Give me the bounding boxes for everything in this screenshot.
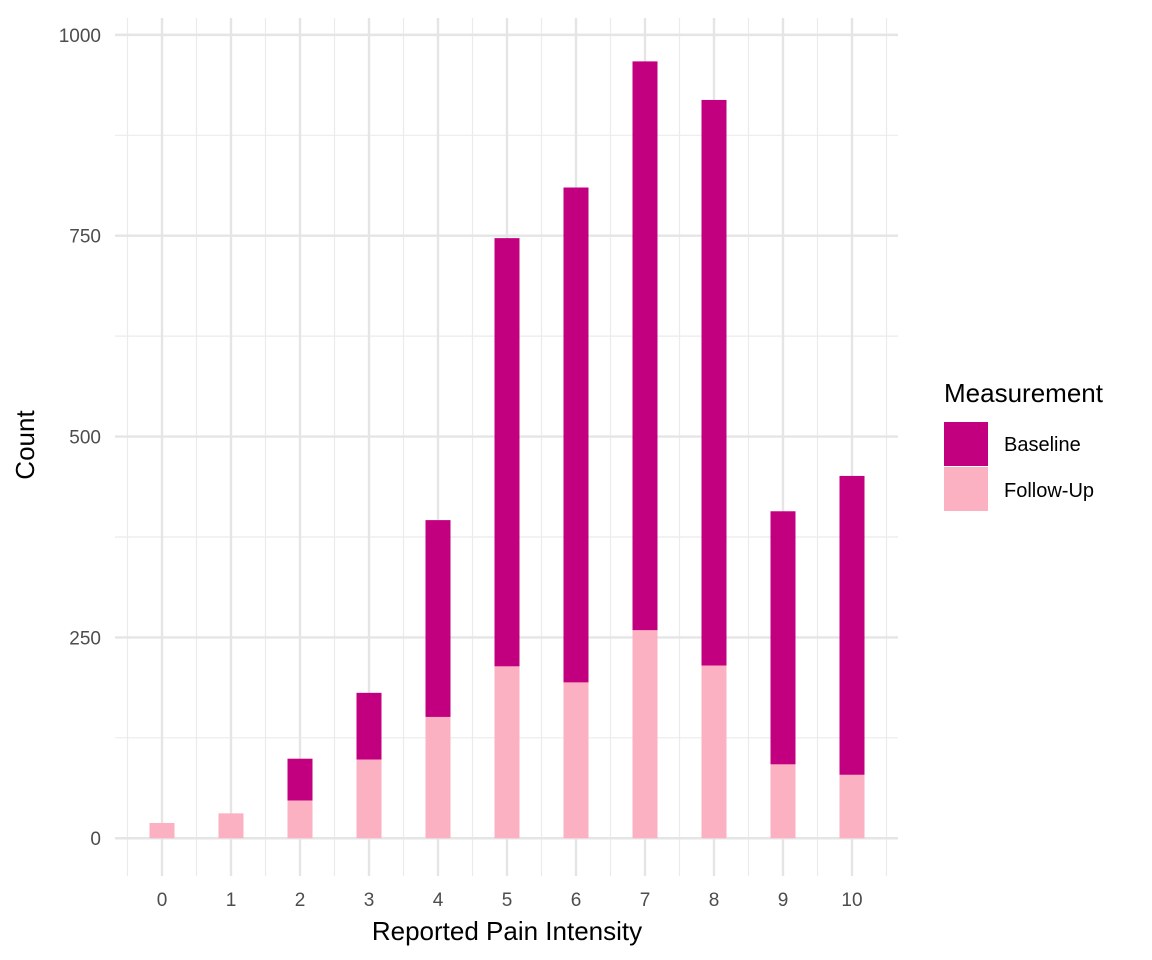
x-axis-title: Reported Pain Intensity: [372, 916, 642, 946]
bar-baseline-10: [839, 475, 865, 775]
bar-follow-up-3: [356, 759, 382, 839]
bar-follow-up-9: [770, 764, 796, 839]
legend-title: Measurement: [944, 378, 1104, 408]
bar-follow-up-10: [839, 774, 865, 839]
bar-follow-up-1: [218, 813, 244, 839]
y-tick-label: 500: [69, 428, 101, 449]
x-tick-label: 5: [502, 890, 513, 911]
x-tick-label: 0: [157, 890, 168, 911]
bar-follow-up-0: [149, 822, 175, 839]
bar-baseline-2: [287, 758, 313, 801]
bar-baseline-4: [425, 520, 451, 717]
bar-baseline-3: [356, 692, 382, 760]
legend-swatch-baseline: [944, 422, 988, 466]
bar-follow-up-2: [287, 800, 313, 839]
y-tick-label: 750: [69, 227, 101, 248]
x-tick-label: 6: [571, 890, 582, 911]
bar-follow-up-8: [701, 665, 727, 839]
bar-follow-up-5: [494, 666, 520, 839]
bar-follow-up-7: [632, 630, 658, 839]
x-tick-label: 2: [295, 890, 306, 911]
y-tick-label: 0: [90, 829, 101, 850]
y-axis-ticks: 0 250 500 750 1000: [59, 26, 101, 850]
legend-label-baseline: Baseline: [1004, 434, 1081, 456]
x-tick-label: 9: [778, 890, 789, 911]
x-tick-label: 8: [709, 890, 720, 911]
legend-label-follow-up: Follow-Up: [1004, 480, 1094, 502]
bar-baseline-6: [563, 187, 589, 683]
x-tick-label: 3: [364, 890, 375, 911]
legend: Measurement Baseline Follow-Up: [944, 378, 1104, 511]
bar-follow-up-4: [425, 716, 451, 839]
bars: [149, 61, 865, 839]
x-tick-label: 7: [640, 890, 651, 911]
bar-baseline-7: [632, 61, 658, 631]
bar-follow-up-6: [563, 682, 589, 839]
bar-baseline-5: [494, 238, 520, 667]
x-tick-label: 1: [226, 890, 237, 911]
legend-swatch-follow-up: [944, 467, 988, 511]
bar-baseline-8: [701, 99, 727, 666]
y-tick-label: 250: [69, 628, 101, 649]
x-tick-label: 4: [433, 890, 444, 911]
y-tick-label: 1000: [59, 26, 101, 47]
x-tick-label: 10: [841, 890, 862, 911]
y-axis-title: Count: [10, 410, 40, 480]
bar-baseline-9: [770, 511, 796, 765]
x-axis-ticks: 0 1 2 3 4 5 6 7 8 9 10: [157, 890, 863, 911]
